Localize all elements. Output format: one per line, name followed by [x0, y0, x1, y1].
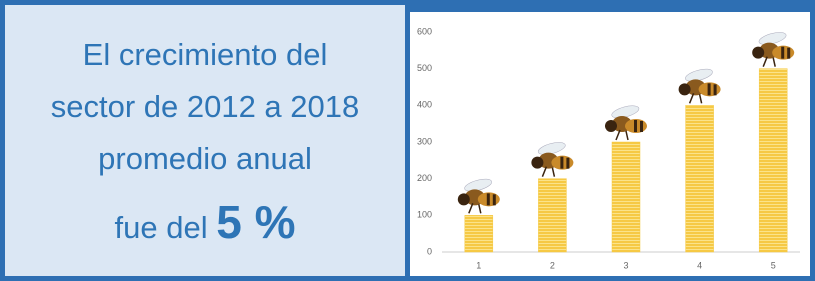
text-line-last: fue del 5 % — [5, 195, 405, 249]
bee-stripe — [714, 84, 717, 95]
text-line: promedio anual — [5, 141, 405, 177]
bee-head — [605, 120, 617, 132]
bar — [759, 69, 787, 252]
x-tick-label: 1 — [476, 260, 481, 270]
x-tick-label: 4 — [697, 260, 702, 270]
y-tick-label: 0 — [427, 246, 432, 256]
x-tick-label: 2 — [550, 260, 555, 270]
chart: 0 100 200 300 400 500 600 1 2 3 4 5 — [410, 12, 810, 276]
bee-stripe — [787, 48, 790, 59]
bee-stripe — [560, 157, 563, 169]
y-tick-label: 200 — [417, 173, 432, 183]
y-tick-label: 400 — [417, 100, 432, 110]
x-tick-label: 3 — [623, 260, 628, 270]
bee-stripe — [781, 47, 784, 59]
y-tick-label: 100 — [417, 210, 432, 220]
bee-stripe — [708, 83, 711, 95]
bee-head — [458, 193, 470, 205]
bar — [538, 179, 566, 252]
text-line: El crecimiento del — [5, 37, 405, 73]
y-tick-label: 300 — [417, 136, 432, 146]
y-tick-label: 500 — [417, 63, 432, 73]
bee-stripe — [634, 120, 637, 132]
bee-head — [752, 47, 764, 59]
bee-stripe — [487, 193, 490, 205]
slide: El crecimiento del sector de 2012 a 2018… — [0, 0, 815, 281]
highlight: 5 % — [216, 196, 295, 248]
bar — [686, 105, 714, 252]
text-line: fue del — [115, 210, 208, 245]
bar — [612, 142, 640, 252]
text-line: sector de 2012 a 2018 — [5, 89, 405, 125]
x-tick-label: 5 — [771, 260, 776, 270]
text-panel: El crecimiento del sector de 2012 a 2018… — [5, 5, 405, 276]
bee-head — [531, 157, 543, 169]
bee-stripe — [493, 194, 496, 205]
bee-head — [679, 83, 691, 95]
y-tick-label: 600 — [417, 26, 432, 36]
bar — [465, 215, 493, 252]
bee-stripe — [566, 158, 569, 169]
bee-stripe — [640, 121, 643, 132]
